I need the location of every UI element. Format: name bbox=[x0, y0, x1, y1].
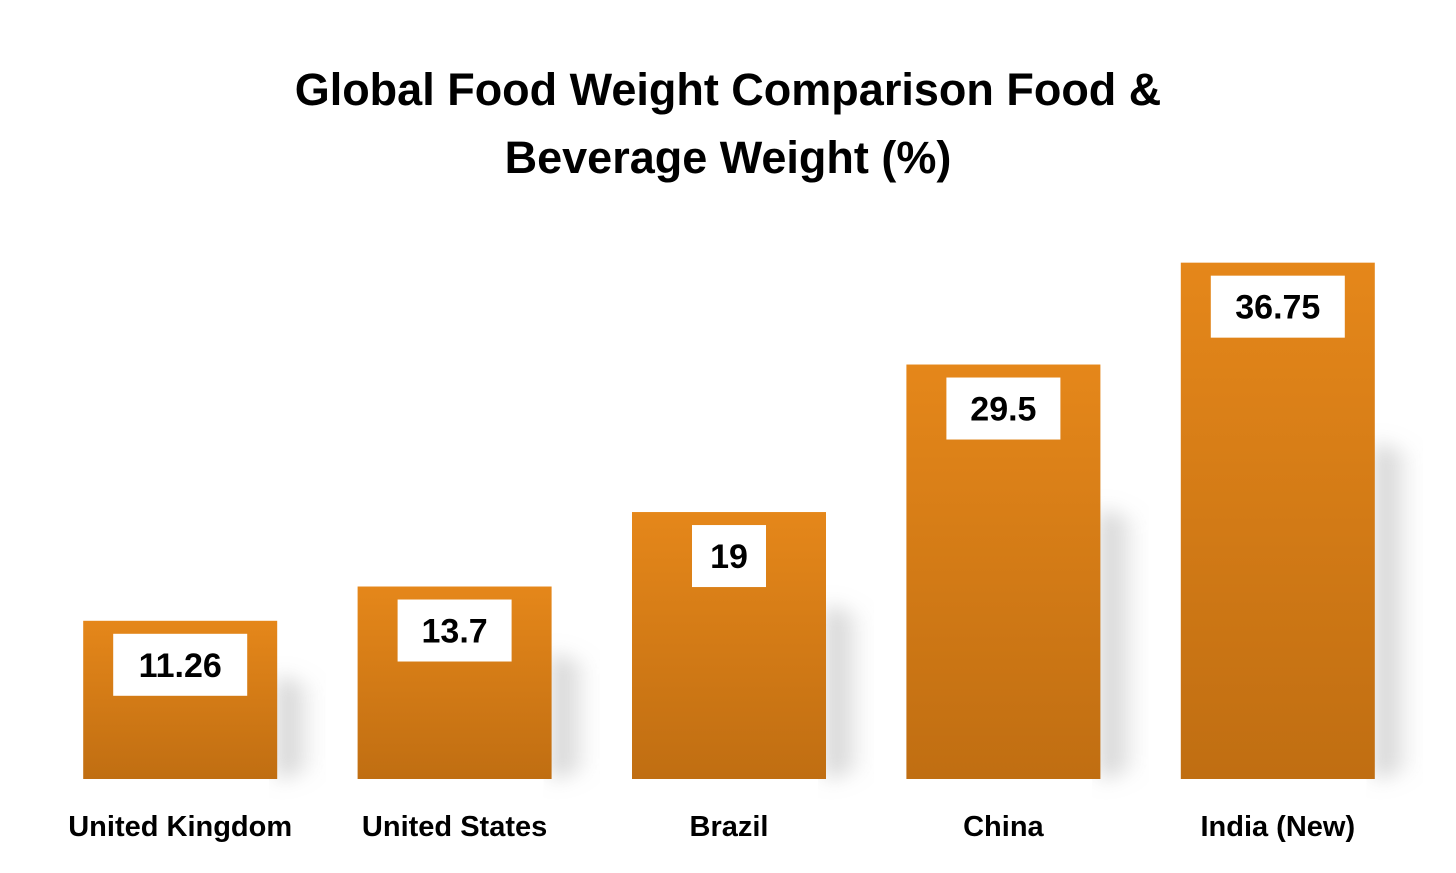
chart-title-line-1: Global Food Weight Comparison Food & bbox=[294, 64, 1162, 115]
x-tick-label-india-new: India (New) bbox=[1200, 811, 1355, 843]
bar-shadow-united-kingdom bbox=[277, 676, 318, 779]
data-label-box-brazil bbox=[692, 525, 766, 588]
data-label-brazil: 19 bbox=[710, 538, 748, 576]
x-axis-tick-labels: United Kingdom United States Brazil China In… bbox=[68, 811, 1355, 843]
data-label-box-china bbox=[946, 377, 1061, 440]
bar-shadow-china bbox=[1100, 509, 1141, 779]
data-labels: 11.26 13.7 19 29.5 36.75 bbox=[113, 275, 1345, 696]
data-label-box-united-states bbox=[397, 599, 512, 662]
bar-shadow-brazil bbox=[826, 605, 866, 779]
chart-title: Global Food Weight Comparison Food & Bev… bbox=[0, 56, 1456, 192]
bars bbox=[83, 262, 1375, 780]
bar-shadow-united-states bbox=[551, 653, 592, 779]
data-label-united-states: 13.7 bbox=[422, 613, 488, 651]
chart-title-line-2: Beverage Weight (%) bbox=[504, 132, 952, 183]
x-tick-label-united-states: United States bbox=[362, 811, 547, 843]
data-label-india-new: 36.75 bbox=[1235, 289, 1320, 327]
x-tick-label-united-kingdom: United Kingdom bbox=[68, 811, 292, 843]
bar-india-new bbox=[1180, 262, 1375, 780]
data-label-box-united-kingdom bbox=[113, 633, 248, 696]
x-tick-label-brazil: Brazil bbox=[690, 811, 769, 843]
data-label-box-india-new bbox=[1210, 275, 1345, 338]
bar-shadow-india-new bbox=[1374, 443, 1415, 779]
x-tick-label-china: China bbox=[963, 811, 1044, 843]
data-label-china: 29.5 bbox=[970, 391, 1036, 429]
bar-shadows bbox=[277, 443, 1415, 779]
data-label-united-kingdom: 11.26 bbox=[139, 647, 222, 685]
